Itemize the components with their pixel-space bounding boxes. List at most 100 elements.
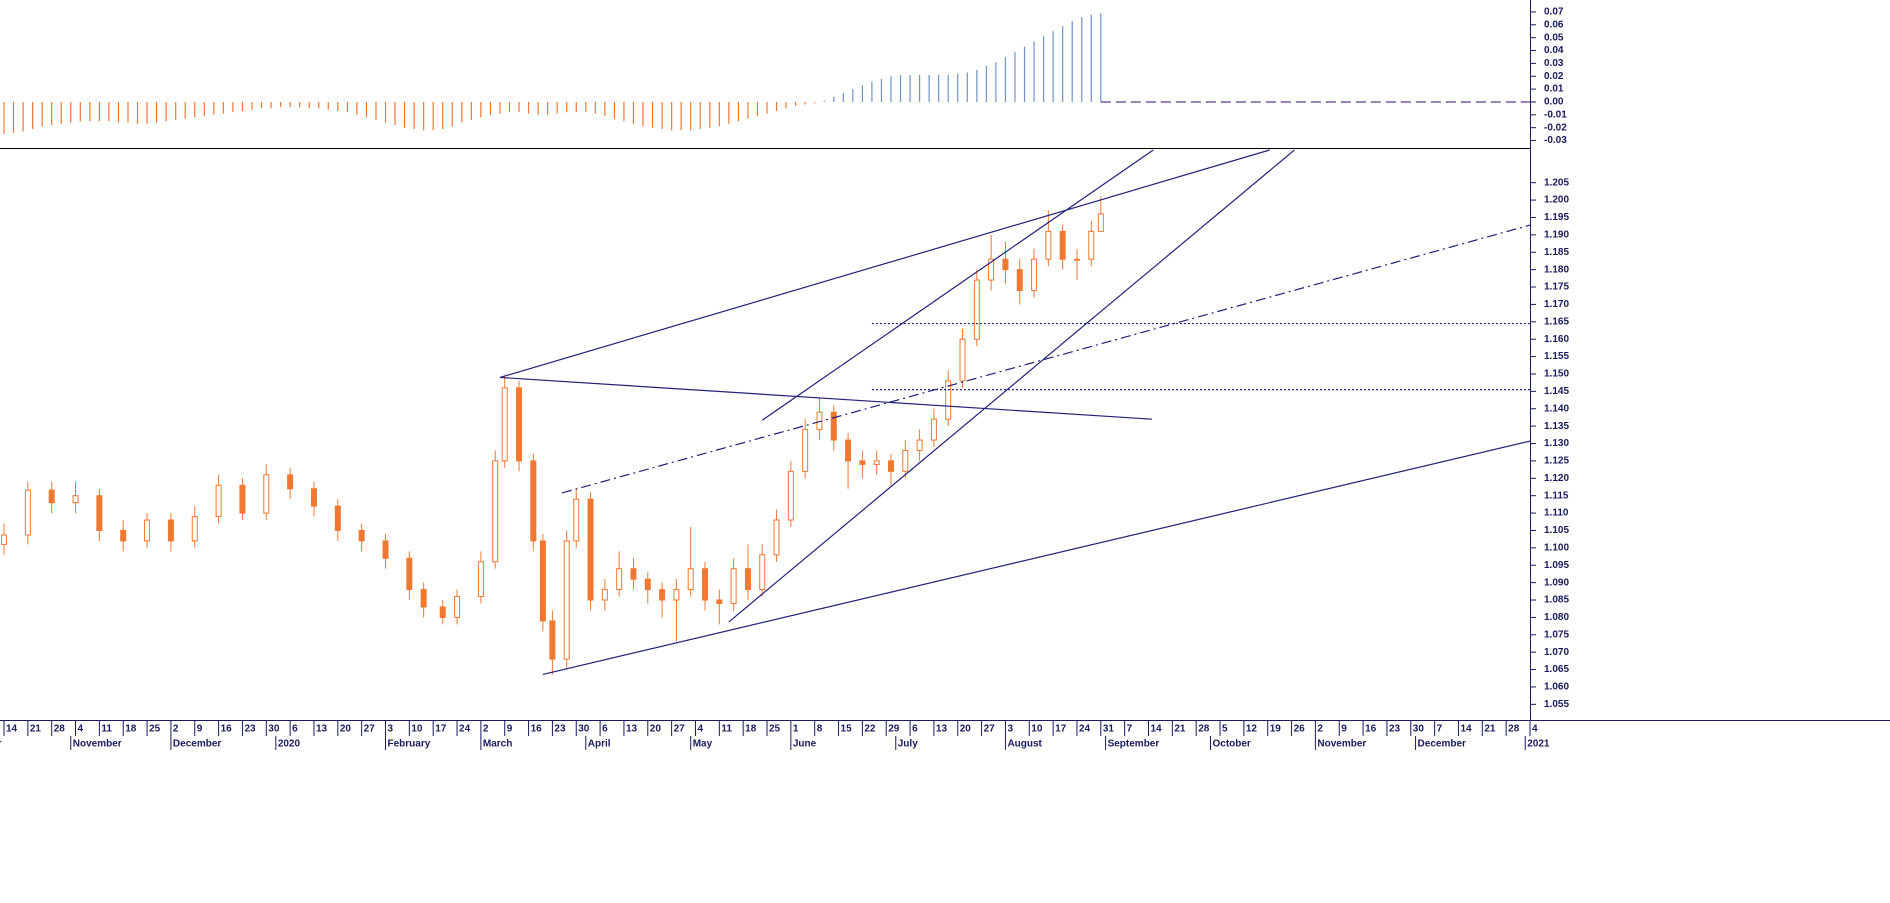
month-label: November — [1317, 739, 1366, 750]
candle-body — [48, 489, 55, 504]
y-tick-label: 1.095 — [1544, 560, 1569, 571]
y-tick-label: 0.01 — [1544, 84, 1564, 95]
trendline — [561, 224, 1530, 494]
month-label: November — [73, 739, 122, 750]
y-tick-label: -0.03 — [1544, 135, 1567, 146]
month-label: December — [1418, 739, 1466, 750]
x-tick-label: 21 — [1484, 724, 1496, 735]
x-tick-label: 9 — [507, 724, 513, 735]
x-tick-label: 20 — [340, 724, 352, 735]
x-tick-label: 14 — [1151, 724, 1163, 735]
y-tick-label: 0.05 — [1544, 32, 1564, 43]
candle-body — [845, 439, 852, 462]
candle-body — [530, 460, 537, 542]
month-label: April — [588, 739, 611, 750]
y-tick-label: 0.03 — [1544, 58, 1564, 69]
x-tick-label: 21 — [1174, 724, 1186, 735]
y-tick-label: 1.195 — [1544, 212, 1569, 223]
month-label: October — [0, 739, 2, 750]
candle-body — [644, 578, 651, 591]
x-tick-label: 13 — [316, 724, 328, 735]
x-tick-label: 3 — [388, 724, 394, 735]
candle-body — [787, 470, 794, 521]
candle-body — [601, 589, 608, 601]
x-tick-label: 14 — [6, 724, 18, 735]
month-label: 2021 — [1527, 739, 1550, 750]
x-tick-label: 2 — [173, 724, 179, 735]
candle-body — [144, 519, 151, 542]
candle-body — [873, 460, 880, 465]
month-label: June — [793, 739, 817, 750]
month-label: May — [693, 739, 713, 750]
candle-body — [959, 338, 966, 382]
y-tick-label: 0.07 — [1544, 7, 1564, 18]
y-tick-label: 1.110 — [1544, 508, 1569, 519]
x-tick-label: 6 — [912, 724, 918, 735]
x-tick-label: 30 — [1413, 724, 1425, 735]
candle-body — [310, 488, 317, 507]
candle-body — [420, 589, 427, 608]
candle-body — [120, 529, 127, 542]
candle-body — [1, 534, 8, 545]
x-tick-label: 19 — [1270, 724, 1282, 735]
candle-body — [902, 449, 909, 472]
y-tick-label: 1.170 — [1544, 299, 1569, 310]
x-tick-label: 27 — [364, 724, 376, 735]
x-tick-label: 24 — [459, 724, 471, 735]
trendline — [728, 149, 1295, 623]
x-tick-label: 4 — [1532, 724, 1538, 735]
candle-body — [659, 589, 666, 601]
x-tick-label: 27 — [674, 724, 686, 735]
candle-body — [239, 484, 246, 514]
month-label: 2020 — [278, 739, 301, 750]
month-label: July — [898, 739, 918, 750]
x-tick-label: 28 — [54, 724, 66, 735]
y-tick-label: 1.175 — [1544, 282, 1569, 293]
y-tick-label: 1.085 — [1544, 595, 1569, 606]
x-tick-label: 27 — [984, 724, 996, 735]
candle-body — [759, 554, 766, 591]
y-tick-label: 1.205 — [1544, 177, 1569, 188]
x-tick-label: 20 — [650, 724, 662, 735]
candle-body — [1002, 258, 1009, 271]
candle-body — [830, 411, 837, 441]
candle-body — [358, 529, 365, 542]
x-tick-label: 23 — [244, 724, 256, 735]
x-tick-label: 22 — [864, 724, 876, 735]
candle-body — [630, 568, 637, 580]
x-tick-label: 23 — [1389, 724, 1401, 735]
candle-body — [1031, 258, 1038, 292]
y-tick-label: 0.04 — [1544, 45, 1564, 56]
candle-body — [454, 596, 461, 618]
x-tick-label: 2 — [483, 724, 489, 735]
y-tick-label: 1.055 — [1544, 699, 1569, 710]
x-tick-label: 10 — [1031, 724, 1043, 735]
candle-body — [215, 484, 222, 518]
y-tick-label: 1.180 — [1544, 264, 1569, 275]
y-tick-label: 1.165 — [1544, 316, 1569, 327]
month-label: March — [483, 739, 512, 750]
x-tick-label: 4 — [78, 724, 84, 735]
month-label: August — [1007, 739, 1042, 750]
y-tick-label: -0.01 — [1544, 109, 1567, 120]
candle-body — [263, 474, 270, 514]
candle-body — [539, 540, 546, 622]
candle-body — [167, 519, 174, 542]
candle-body — [973, 279, 980, 340]
y-tick-label: 1.130 — [1544, 438, 1569, 449]
y-tick-label: 1.150 — [1544, 369, 1569, 380]
x-tick-label: 3 — [1007, 724, 1013, 735]
x-tick-label: 29 — [888, 724, 900, 735]
candle-body — [1016, 269, 1023, 292]
y-tick-label: 1.070 — [1544, 647, 1569, 658]
candle-body — [1097, 213, 1104, 232]
candle-body — [945, 380, 952, 420]
x-tick-label: 10 — [411, 724, 423, 735]
month-label: December — [173, 739, 221, 750]
x-tick-label: 18 — [125, 724, 137, 735]
x-tick-label: 6 — [292, 724, 298, 735]
candle-body — [916, 439, 923, 451]
x-tick-label: 31 — [1103, 724, 1115, 735]
y-tick-label: 1.185 — [1544, 247, 1569, 258]
candle-body — [716, 599, 723, 604]
